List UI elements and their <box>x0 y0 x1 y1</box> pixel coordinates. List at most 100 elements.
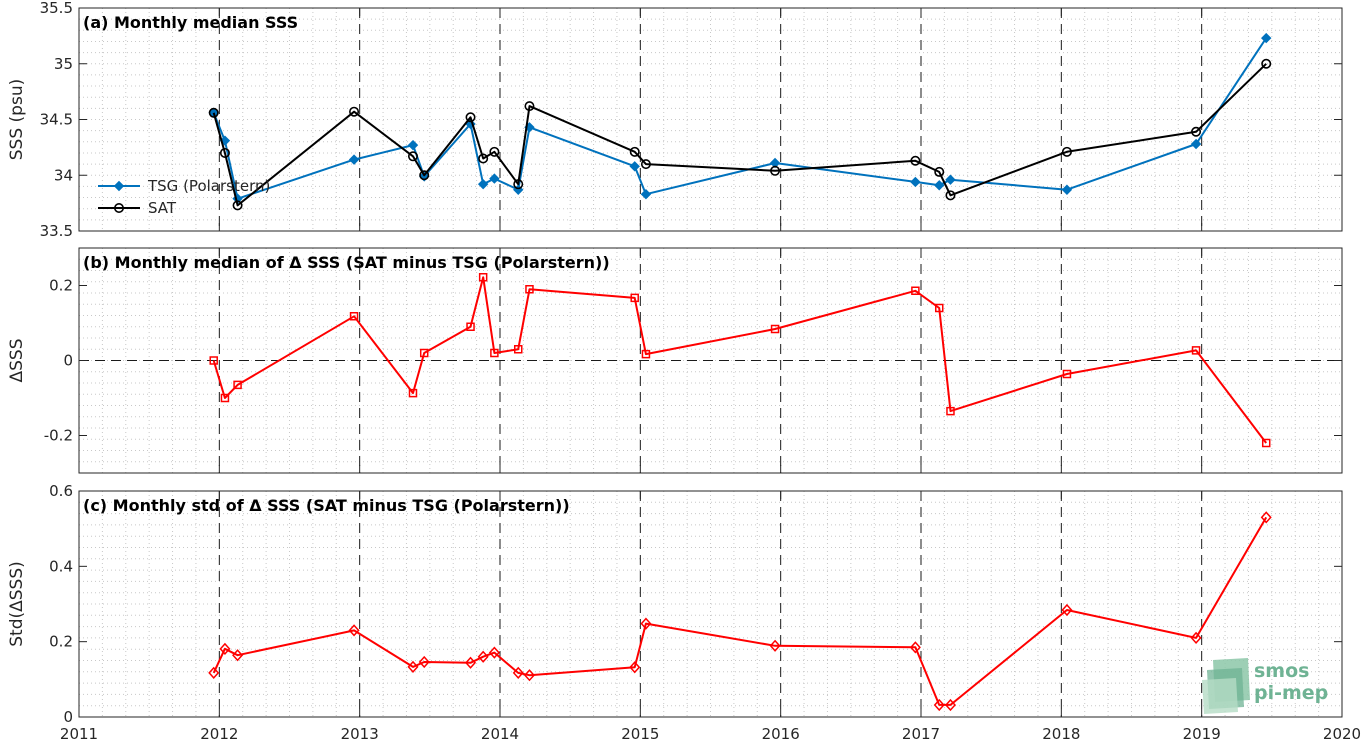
x-tick-label: 2013 <box>341 725 379 743</box>
data-point <box>208 107 219 118</box>
data-point <box>911 286 920 295</box>
data-point <box>910 176 921 188</box>
data-point <box>640 159 651 170</box>
data-point <box>407 151 418 162</box>
data-point <box>1061 184 1073 195</box>
data-point <box>769 157 781 169</box>
data-point <box>1261 438 1271 448</box>
data-point <box>770 324 780 334</box>
series-1 <box>208 58 1272 211</box>
data-point <box>1261 58 1272 69</box>
series-line <box>212 516 1268 706</box>
x-tick-label: 2017 <box>902 725 940 743</box>
y-tick-label: 35 <box>54 55 73 73</box>
data-point <box>232 200 243 211</box>
axes-box <box>78 490 1343 718</box>
x-tick-label: 2015 <box>621 725 659 743</box>
data-point <box>465 112 476 123</box>
data-point <box>407 660 419 674</box>
data-point <box>466 322 475 331</box>
data-point <box>946 406 955 416</box>
data-point <box>524 101 535 112</box>
series-0 <box>208 511 1272 712</box>
data-point <box>945 190 956 201</box>
data-point <box>407 139 419 151</box>
panel-title: (c) Monthly std of Δ SSS (SAT minus TSG … <box>83 496 570 515</box>
grid <box>79 8 1342 231</box>
data-point <box>348 624 360 637</box>
data-point <box>640 188 652 200</box>
data-point <box>419 170 430 181</box>
data-point <box>944 698 956 712</box>
data-point <box>418 655 430 669</box>
data-point <box>933 698 945 712</box>
panel-title: (b) Monthly median of Δ SSS (SAT minus T… <box>83 253 610 272</box>
axes-box <box>78 7 1343 232</box>
data-point <box>934 303 944 313</box>
data-point <box>641 349 651 359</box>
x-tick-label: 2011 <box>60 725 98 743</box>
data-point <box>489 173 500 184</box>
data-point <box>419 348 429 358</box>
y-tick-label: 35.5 <box>40 0 73 17</box>
y-tick-label: 0.6 <box>49 482 73 500</box>
x-tick-label: 2018 <box>1042 725 1080 743</box>
data-point <box>233 380 242 390</box>
y-tick-label: 0 <box>63 352 73 370</box>
data-point <box>489 146 500 157</box>
data-point <box>478 153 489 164</box>
x-tick-label: 2019 <box>1183 725 1221 743</box>
series-0 <box>208 32 1272 204</box>
data-point <box>1190 138 1202 150</box>
data-point <box>348 154 360 165</box>
data-point <box>1062 369 1072 379</box>
data-point <box>1061 603 1073 617</box>
data-point <box>945 174 956 185</box>
y-tick-label: -0.2 <box>44 427 73 445</box>
data-point <box>640 617 652 630</box>
data-point <box>1191 126 1202 137</box>
y-tick-label: 0.2 <box>49 633 73 651</box>
series-line <box>212 37 1268 200</box>
data-point <box>629 161 640 172</box>
y-tick-label: 34.5 <box>40 111 73 129</box>
data-point <box>525 285 534 294</box>
data-point <box>934 180 945 191</box>
panel-c-std-delta-sss: 0 0.2 0.4 0.6 2011 2012 2013 2014 2015 2016 2017 20… <box>7 482 1361 743</box>
data-point <box>769 639 781 652</box>
data-point <box>513 345 523 354</box>
data-point <box>512 666 524 680</box>
data-point <box>490 348 499 358</box>
y-axis-label: ΔSSS <box>7 338 27 382</box>
data-point <box>910 155 921 166</box>
data-point <box>465 656 477 669</box>
data-point <box>770 165 781 176</box>
data-point <box>909 641 921 654</box>
legend-label-sat: SAT <box>148 199 177 217</box>
data-point <box>488 646 500 659</box>
data-point <box>934 166 945 177</box>
data-point <box>208 666 220 680</box>
data-point <box>349 106 360 117</box>
data-point <box>1191 346 1201 355</box>
x-tick-label: 2016 <box>762 725 800 743</box>
data-point <box>477 650 489 663</box>
data-point <box>523 669 535 682</box>
legend-marker-tsg <box>113 180 125 192</box>
y-tick-label: 34 <box>54 166 73 184</box>
series-0 <box>209 273 1271 448</box>
data-point <box>477 178 489 190</box>
data-point <box>232 649 244 662</box>
data-point <box>513 179 524 190</box>
data-point <box>219 642 231 655</box>
data-point <box>629 661 641 674</box>
data-point <box>630 293 639 303</box>
data-point <box>219 147 230 158</box>
y-axis-label: Std(ΔSSS) <box>7 561 27 647</box>
data-point <box>1061 146 1072 157</box>
y-tick-label: 0.4 <box>49 557 73 575</box>
data-point <box>209 356 218 365</box>
data-point <box>349 312 359 321</box>
data-point <box>220 393 230 403</box>
